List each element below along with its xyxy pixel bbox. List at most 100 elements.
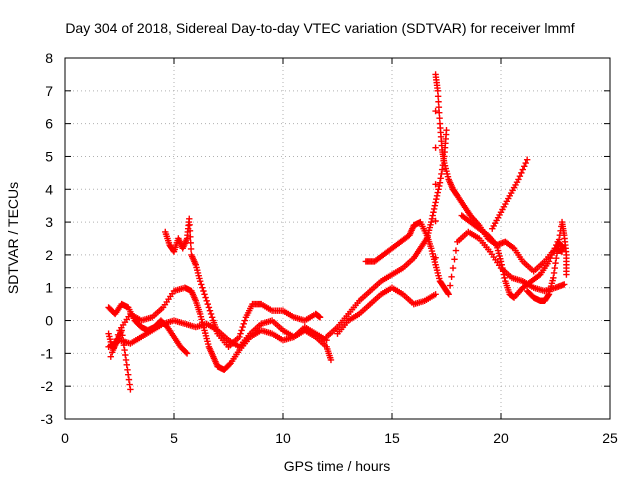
data-point [519,166,526,173]
data-point [436,182,443,190]
data-point [434,87,441,95]
data-point [550,248,557,255]
x-tick-label: 25 [602,430,618,446]
data-point [563,271,570,278]
data-point [428,218,435,226]
data-point [237,330,244,337]
data-point [430,209,437,216]
data-point [187,233,194,241]
data-point [123,361,130,369]
data-point [550,274,557,282]
data-point [433,192,441,200]
data-point [444,289,452,297]
data-point [545,292,552,299]
data-point [205,304,213,311]
data-point [432,217,439,225]
data-point [429,212,436,219]
series-track-10 [489,156,531,232]
data-point [551,264,558,272]
data-point [182,349,190,356]
data-point [550,269,558,277]
x-tick-label: 0 [61,430,69,446]
axis-ticks: 0 5 10 15 20 25 -3 -2 -1 0 1 2 3 4 5 6 7 8 [41,50,618,446]
series-track-8 [362,218,568,298]
data-point [236,333,243,341]
data-point [436,179,444,186]
y-tick-label: 1 [45,280,53,296]
data-point [522,159,529,167]
data-point [446,282,454,289]
data-point [437,175,444,182]
data-point [432,181,439,188]
data-point [240,320,247,328]
data-point [316,314,324,321]
y-tick-label: 6 [45,116,53,132]
data-point [497,258,505,265]
data-point [110,344,117,352]
data-point [435,98,442,105]
y-tick-label: 5 [45,148,53,164]
data-point [122,356,130,364]
y-axis-label: SDTVAR / TECUs [5,182,21,294]
data-point [125,376,133,383]
y-tick-label: 3 [45,214,53,230]
data-point [208,314,216,321]
data-point [125,371,132,378]
data-point [196,277,204,285]
y-tick-label: -2 [41,378,54,394]
data-point [198,281,205,288]
data-point [113,335,120,343]
data-point [438,166,446,173]
data-point [521,163,528,170]
data-point [434,93,442,100]
data-point [561,281,568,288]
data-point [183,350,191,357]
data-point [186,221,193,229]
data-point [498,261,505,268]
data-point [111,340,119,347]
x-tick-label: 10 [275,430,291,446]
x-axis-label: GPS time / hours [284,458,391,474]
data-point [553,250,561,257]
data-point [226,361,233,368]
plot-frame [64,57,611,420]
data-point [553,254,560,262]
data-point [500,271,508,278]
data-point [552,259,559,267]
data-point [501,274,508,282]
data-point [186,227,194,235]
data-point [434,189,441,196]
gridlines [65,58,610,419]
x-tick-label: 5 [170,430,178,446]
data-point [122,351,129,359]
data-point [438,170,445,178]
y-tick-label: -1 [41,345,54,361]
data-point [435,104,443,111]
y-tick-label: -3 [41,411,54,427]
data-point [499,268,507,275]
data-point [499,264,506,272]
data-point [124,366,131,373]
data-point [436,109,443,116]
data-point [199,284,206,291]
data-point [547,254,554,262]
data-point [201,291,208,298]
series-track-7 [334,71,566,337]
y-tick-label: 7 [45,83,53,99]
data-point [428,215,436,223]
data-point [448,273,455,280]
series-track-2 [105,300,191,357]
series-track-6 [323,127,450,341]
data-point [187,239,194,247]
data-point [207,310,215,318]
data-point [327,356,335,364]
data-point [445,291,452,298]
data-point [432,199,439,206]
x-tick-label: 15 [384,430,400,446]
data-point [431,202,439,209]
data-point [548,251,556,259]
data-point [114,331,122,338]
data-point [555,236,563,243]
data-point [202,294,209,301]
